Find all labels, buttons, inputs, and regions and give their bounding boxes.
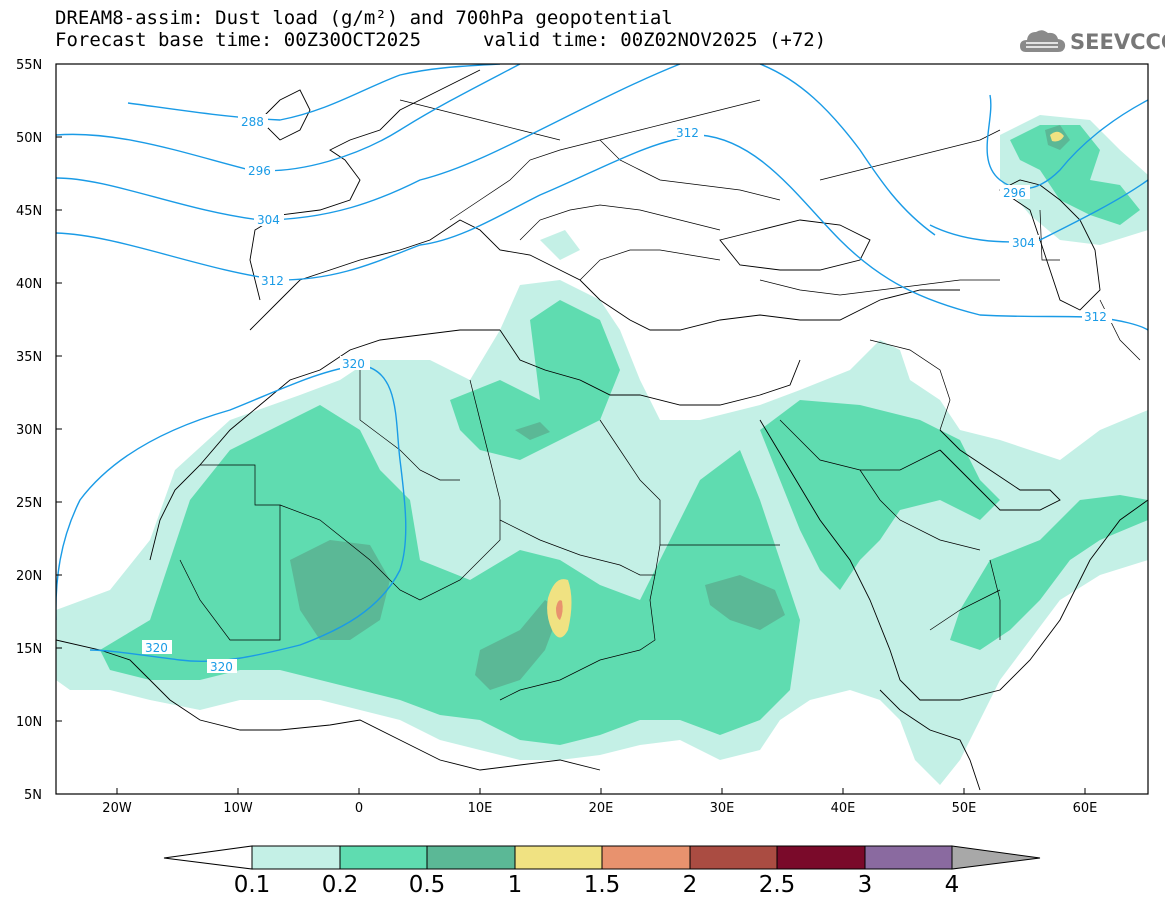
logo-text: SEEVCCC [1070,30,1165,54]
contour-label: 312 [261,274,284,288]
lon-label: 50E [952,801,977,816]
lat-label: 50N [16,131,42,146]
colorbar-tick: 2.5 [759,872,796,898]
dust-region-high-chad [475,600,560,690]
coast-uk [259,89,311,141]
seevccc-logo: SEEVCCC [1018,24,1165,60]
colorbar-low-arrow [163,845,253,870]
colorbar-segment [689,845,778,870]
contour-label: 320 [342,357,365,371]
dust-region-mid-westsahara [100,405,800,745]
coast-east-africa [879,689,981,791]
base-time: Forecast base time: 00Z30OCT2025 [55,29,422,51]
colorbar-segment [426,845,516,870]
colorbar-segment [514,845,603,870]
dust-layer-high [290,125,1070,690]
contour-label: 312 [1084,310,1107,324]
colorbar-tick: 2 [683,872,698,898]
valid-time: valid time: 00Z02NOV2025 (+72) [483,29,827,51]
lat-label: 30N [16,423,42,438]
lat-label: 45N [16,204,42,219]
coast-north-africa [499,329,801,406]
colorbar-segment [601,845,691,870]
colorbar-tick: 0.2 [322,872,359,898]
lat-label: 55N [16,58,42,73]
lat-label: 20N [16,569,42,584]
dust-region-high-sudan [705,575,785,630]
coast-persian-gulf [939,429,1061,511]
contour-label: 312 [676,126,699,140]
contour-320 [56,364,407,663]
coastlines [56,69,1148,791]
contour-label: 288 [241,115,264,129]
lon-label: 10W [223,801,253,816]
contour-label: 296 [1003,186,1026,200]
dust-region-mid-arabia [760,400,1000,590]
contour-304 [56,64,681,221]
colorbar-segment [776,845,866,870]
contour-288 [127,64,501,121]
colorbar-tick: 0.5 [409,872,446,898]
coast-mediterranean-north [249,219,960,331]
contour-label: 320 [145,641,168,655]
lat-label: 15N [16,642,42,657]
map-title: DREAM8-assim: Dust load (g/m²) and 700hP… [55,7,673,29]
colorbar-segment [339,845,428,870]
coast-black-sea [719,219,871,271]
lat-label: 25N [16,496,42,511]
lon-label: 0 [355,801,363,816]
lat-label: 10N [16,715,42,730]
dust-region-high-libya [515,422,550,440]
lat-label: 5N [24,788,42,803]
geopotential-contours [56,64,1148,663]
dust-region-mid-caspian [1010,125,1140,225]
colorbar-tick-labels: 0.1 0.2 0.5 1 1.5 2 2.5 3 4 [234,872,960,898]
lon-label: 30E [710,801,735,816]
cloud-icon [1020,30,1066,52]
dust-region-low-italy [540,230,580,260]
dust-region-mid-oman [950,495,1148,650]
colorbar-tick: 3 [858,872,873,898]
dust-layer-mid [100,125,1148,745]
lon-label: 20E [589,801,614,816]
contour-label: 320 [210,660,233,674]
contour-296 [56,64,521,172]
colorbar-segment [864,845,953,870]
lon-label: 10E [468,801,493,816]
longitude-labels: 20W 10W 0 10E 20E 30E 40E 50E 60E [102,801,1097,816]
colorbar-tick: 1.5 [584,872,621,898]
contour-304-east [929,179,1148,243]
coast-nw-africa [149,329,500,561]
coast-west-africa [56,639,601,771]
latitude-labels: 55N 50N 45N 40N 35N 30N 25N 20N 15N 10N … [16,58,42,803]
lat-label: 35N [16,350,42,365]
dust-region-high-mali [290,540,390,640]
colorbar-tick: 1 [508,872,523,898]
lon-label: 20W [102,801,132,816]
dust-peak-chad-core [556,600,563,620]
lon-label: 60E [1073,801,1098,816]
colorbar [163,845,1041,870]
coast-red-sea [759,419,1148,701]
contour-label: 296 [248,164,271,178]
contour-312-east [759,64,936,236]
colorbar-tick: 4 [945,872,960,898]
forecast-time-line: Forecast base time: 00Z30OCT2025 valid ti… [55,29,826,51]
contour-label: 304 [257,213,280,227]
lon-label: 40E [831,801,856,816]
contour-label: 304 [1012,236,1035,250]
dust-region-mid-libya [450,300,620,460]
lat-label: 40N [16,277,42,292]
dust-peak-caspian [1050,131,1064,142]
country-borders [179,99,1141,701]
colorbar-segment [251,845,341,870]
colorbar-tick: 0.1 [234,872,271,898]
contour-label-group: 288 296 304 312 312 296 304 312 320 320 … [142,114,1112,674]
colorbar-high-arrow [951,845,1041,870]
axis-ticks [56,63,1086,794]
